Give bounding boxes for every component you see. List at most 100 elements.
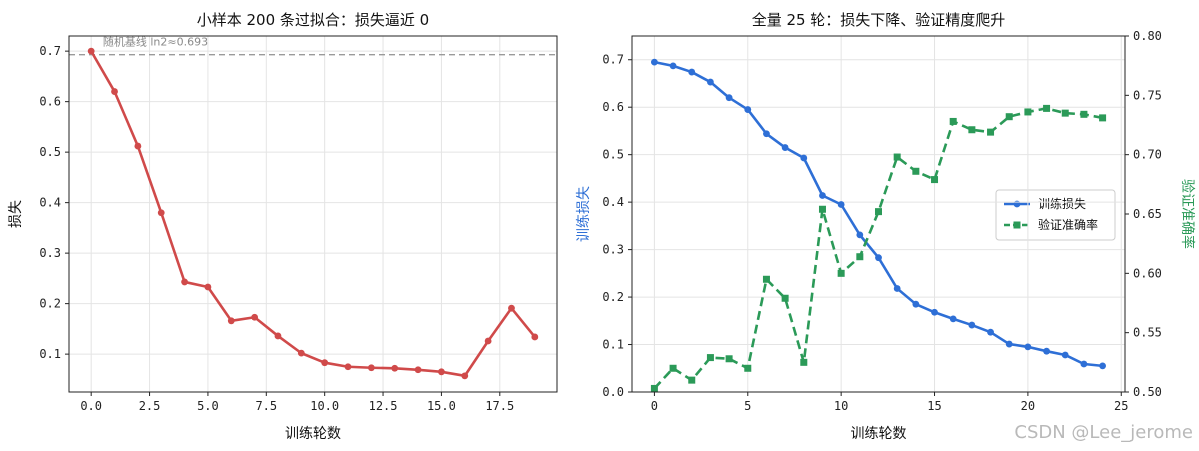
- y-tick-label: 0.6: [39, 95, 61, 109]
- chart-left-ylabel: 损失: [8, 200, 24, 228]
- data-point-val-accuracy: [875, 208, 882, 216]
- data-point-train-loss: [1005, 340, 1013, 348]
- data-point-train-loss: [744, 106, 752, 113]
- data-point-train-loss: [1024, 343, 1032, 351]
- legend-marker-train-loss: [1013, 200, 1021, 208]
- baseline-label: 随机基线 ln2≈0.693: [103, 35, 208, 49]
- x-tick-label: 15.0: [427, 399, 456, 413]
- chart-right-y2label: 验证准确率: [1179, 179, 1196, 249]
- data-point-val-accuracy: [987, 128, 995, 136]
- data-point-train-loss: [800, 154, 808, 162]
- y-tick-label: 0.1: [602, 338, 624, 352]
- y-tick-label: 0.3: [602, 243, 624, 257]
- y-tick-label: 0.6: [602, 100, 624, 114]
- data-point-loss: [251, 313, 259, 321]
- y2-tick-label: 0.55: [1133, 326, 1162, 340]
- data-point-val-accuracy: [856, 253, 864, 261]
- y-tick-label: 0.5: [39, 145, 61, 159]
- y2-tick-label: 0.75: [1133, 88, 1162, 102]
- data-point-val-accuracy: [1043, 104, 1051, 112]
- x-tick-label: 2.5: [139, 399, 161, 413]
- data-point-train-loss: [651, 58, 658, 66]
- y-tick-label: 0.7: [602, 53, 624, 67]
- data-point-loss: [111, 88, 118, 95]
- chart-right-frame: [631, 35, 1126, 393]
- x-tick-label: 20: [1021, 399, 1035, 413]
- data-point-train-loss: [949, 315, 957, 323]
- data-point-train-loss: [688, 68, 696, 76]
- data-point-train-loss: [987, 328, 994, 336]
- data-point-val-accuracy: [688, 376, 696, 384]
- data-point-loss: [274, 332, 282, 340]
- data-point-val-accuracy: [669, 364, 677, 372]
- data-point-train-loss: [725, 94, 733, 102]
- x-tick-label: 5: [744, 399, 751, 413]
- y-tick-label: 0.7: [39, 44, 61, 58]
- data-point-val-accuracy: [968, 126, 976, 134]
- chart-right-legend: 训练损失 验证准确率: [995, 189, 1116, 241]
- data-point-val-accuracy: [1005, 113, 1013, 121]
- y-tick-label: 0.5: [602, 148, 624, 162]
- data-point-train-loss: [912, 300, 920, 308]
- data-point-val-accuracy: [837, 269, 845, 277]
- data-point-train-loss: [763, 130, 770, 138]
- y-tick-label: 0.4: [602, 195, 624, 209]
- series-line-val-accuracy: [653, 107, 1103, 390]
- data-point-val-accuracy: [931, 176, 939, 184]
- data-point-loss: [157, 209, 165, 217]
- data-point-val-accuracy: [818, 205, 826, 213]
- data-point-val-accuracy: [1061, 109, 1069, 117]
- y2-tick-label: 0.60: [1133, 266, 1162, 280]
- data-point-val-accuracy: [706, 354, 714, 362]
- data-point-loss: [134, 142, 142, 150]
- data-point-val-accuracy: [762, 275, 770, 283]
- legend-marker-val-accuracy: [1013, 221, 1021, 229]
- data-point-loss: [204, 283, 212, 291]
- data-point-train-loss: [781, 144, 789, 151]
- chart-left-frame: [68, 35, 558, 393]
- x-tick-label: 5.0: [197, 399, 219, 413]
- x-tick-label: 15: [927, 399, 941, 413]
- data-point-val-accuracy: [1099, 114, 1107, 122]
- legend-label-train-loss: 训练损失: [1038, 196, 1086, 211]
- data-point-loss: [344, 363, 352, 371]
- chart-right-xlabel: 训练轮数: [851, 426, 907, 442]
- data-point-train-loss: [819, 192, 826, 199]
- data-point-loss: [367, 364, 375, 372]
- data-point-train-loss: [669, 62, 677, 70]
- chart-left-xlabel: 训练轮数: [285, 426, 341, 442]
- data-point-val-accuracy: [725, 355, 733, 363]
- data-point-loss: [484, 337, 492, 345]
- x-tick-label: 10.0: [310, 399, 339, 413]
- data-point-loss: [531, 333, 539, 341]
- data-point-val-accuracy: [893, 153, 901, 161]
- data-point-val-accuracy: [1024, 108, 1032, 116]
- data-point-val-accuracy: [744, 364, 752, 372]
- x-tick-label: 17.5: [485, 399, 514, 413]
- legend-label-val-accuracy: 验证准确率: [1038, 217, 1098, 232]
- chart-left-grid: [69, 36, 557, 392]
- data-point-loss: [181, 278, 188, 286]
- chart-right-full-training: 全量 25 轮：损失下降、验证精度爬升 训练轮数 训练损失 验证准确率 训练损失…: [576, 11, 1196, 442]
- data-point-val-accuracy: [781, 294, 789, 302]
- y-tick-label: 0.3: [39, 246, 61, 260]
- watermark: CSDN @Lee_jerome: [1014, 422, 1193, 443]
- y2-tick-label: 0.50: [1133, 385, 1162, 399]
- data-point-val-accuracy: [800, 358, 808, 366]
- data-point-loss: [508, 304, 515, 312]
- y2-tick-label: 0.70: [1133, 148, 1162, 162]
- data-point-loss: [297, 349, 305, 357]
- chart-right-title: 全量 25 轮：损失下降、验证精度爬升: [752, 11, 1006, 29]
- data-point-train-loss: [837, 201, 845, 208]
- data-point-loss: [438, 368, 445, 376]
- data-point-loss: [461, 372, 469, 380]
- x-tick-label: 12.5: [369, 399, 398, 413]
- data-point-val-accuracy: [1080, 110, 1088, 118]
- x-tick-label: 7.5: [255, 399, 277, 413]
- y2-tick-label: 0.65: [1133, 207, 1162, 221]
- data-point-train-loss: [856, 231, 864, 239]
- data-point-loss: [414, 366, 422, 374]
- data-point-train-loss: [931, 308, 938, 316]
- y-tick-label: 0.2: [602, 290, 624, 304]
- series-line-loss: [90, 50, 536, 378]
